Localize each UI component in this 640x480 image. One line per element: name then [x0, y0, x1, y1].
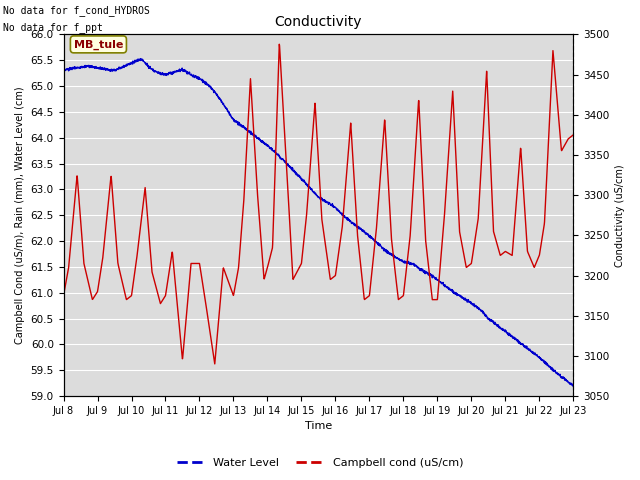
Y-axis label: Campbell Cond (uS/m), Rain (mm), Water Level (cm): Campbell Cond (uS/m), Rain (mm), Water L… — [15, 86, 25, 344]
X-axis label: Time: Time — [305, 421, 332, 432]
Legend: Water Level, Campbell cond (uS/cm): Water Level, Campbell cond (uS/cm) — [172, 453, 468, 472]
Y-axis label: Conductivity (uS/cm): Conductivity (uS/cm) — [615, 164, 625, 266]
Text: No data for f_ppt: No data for f_ppt — [3, 22, 103, 33]
Title: Conductivity: Conductivity — [275, 15, 362, 29]
Text: No data for f_cond_HYDROS: No data for f_cond_HYDROS — [3, 5, 150, 16]
Text: MB_tule: MB_tule — [74, 39, 123, 49]
